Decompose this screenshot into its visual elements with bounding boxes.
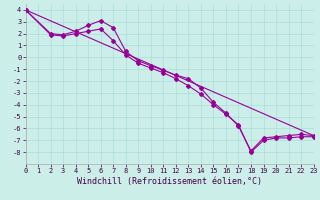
X-axis label: Windchill (Refroidissement éolien,°C): Windchill (Refroidissement éolien,°C)	[77, 177, 262, 186]
